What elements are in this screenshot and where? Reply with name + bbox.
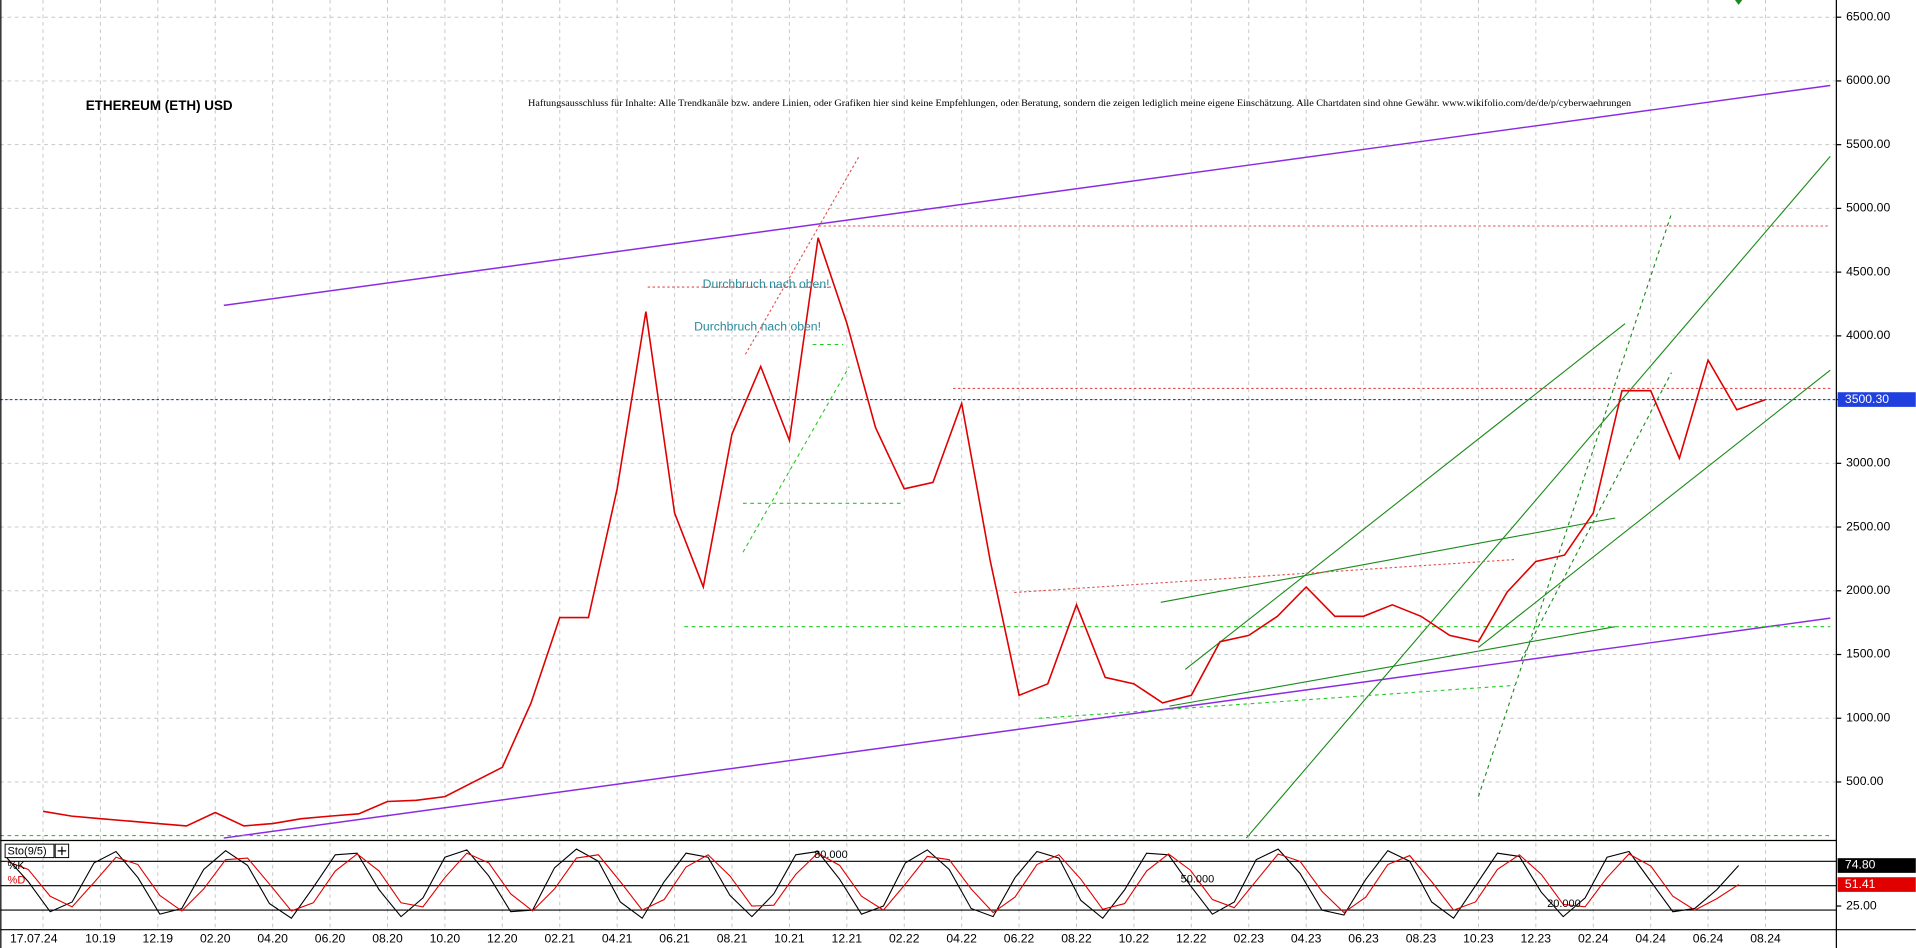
marker: [1734, 0, 1743, 5]
trend-line: [223, 617, 1831, 839]
x-tick-label: 04.22: [946, 932, 977, 946]
x-tick-label: 02.24: [1578, 932, 1609, 946]
x-tick-label: 06.20: [315, 932, 346, 946]
x-tick-label: 06.23: [1348, 932, 1379, 946]
legend-label: %D: [8, 875, 26, 887]
x-tick-label: 10.19: [85, 932, 116, 946]
y-tick-label: 1500.00: [1846, 647, 1890, 661]
series-line: [42, 237, 1766, 827]
x-tick-label: 12.23: [1521, 932, 1552, 946]
annotation: Durchbruch nach oben!: [703, 277, 830, 291]
indicator-box: [4, 843, 55, 859]
x-tick-label: 06.22: [1004, 932, 1035, 946]
x-tick-label: 02.21: [544, 932, 575, 946]
indicator-title: Sto(9/5): [8, 845, 47, 857]
plus-icon: [57, 846, 67, 856]
trend-lines: [0, 84, 1831, 839]
level-label: 50.000: [1181, 873, 1215, 885]
x-tick-label: 17.07.24: [10, 932, 58, 946]
value-label: 74.80: [1845, 858, 1876, 872]
x-tick-label: 12.19: [143, 932, 174, 946]
value-label: 51.41: [1845, 877, 1876, 891]
y-tick-label: 3000.00: [1846, 456, 1890, 470]
data: [0, 237, 1837, 920]
trend-line: [744, 156, 860, 355]
trend-line: [1478, 369, 1831, 648]
x-tick-label: 12.21: [832, 932, 863, 946]
legend-label: %K: [8, 860, 26, 872]
level-label: 80.000: [814, 849, 848, 861]
level-label: 20.000: [1547, 898, 1581, 910]
x-tick-label: 06.21: [659, 932, 690, 946]
x-tick-label: 02.23: [1233, 932, 1264, 946]
x-tick-label: 12.20: [487, 932, 518, 946]
trend-line: [1014, 558, 1516, 594]
y-tick-label: 4500.00: [1846, 264, 1890, 278]
y-tick-label: 25.00: [1846, 898, 1877, 912]
x-tick-label: 02.20: [200, 932, 231, 946]
x-tick-label: 04.23: [1291, 932, 1322, 946]
x-tick-label: 10.20: [430, 932, 461, 946]
trend-line: [1160, 517, 1616, 603]
x-tick-label: 10.21: [774, 932, 805, 946]
x-tick-label: 08.24: [1750, 932, 1781, 946]
y-tick-label: 2500.00: [1846, 519, 1890, 533]
trend-line: [1038, 684, 1516, 719]
y-tick-label: 500.00: [1846, 774, 1884, 788]
series-line: [5, 848, 1740, 920]
trend-line: [742, 366, 850, 553]
x-tick-label: 08.23: [1406, 932, 1437, 946]
x-tick-label: 08.22: [1061, 932, 1092, 946]
x-tick-label: 08.20: [372, 932, 403, 946]
price-label: 3500.30: [1845, 392, 1889, 406]
x-tick-label: 04.21: [602, 932, 633, 946]
trend-line: [1520, 372, 1672, 660]
price-label-box: [1837, 392, 1916, 407]
x-tick-label: 04.24: [1635, 932, 1666, 946]
trend-line: [223, 84, 1831, 307]
x-tick-label: 06.24: [1693, 932, 1724, 946]
x-tick-label: 04.20: [257, 932, 288, 946]
value-box: [1837, 858, 1916, 873]
x-tick-label: 10.23: [1463, 932, 1494, 946]
y-tick-label: 6500.00: [1846, 9, 1890, 23]
x-tick-label: 10.22: [1119, 932, 1150, 946]
chart-title: ETHEREUM (ETH) USD: [86, 98, 233, 113]
trend-line: [1169, 626, 1616, 707]
x-tick-label: 08.21: [717, 932, 748, 946]
y-tick-label: 6000.00: [1846, 73, 1890, 87]
y-tick-label: 5000.00: [1846, 201, 1890, 215]
y-tick-label: 5500.00: [1846, 137, 1890, 151]
grid: [0, 0, 1837, 930]
y-tick-label: 4000.00: [1846, 328, 1890, 342]
trend-line: [1184, 323, 1626, 670]
series-line: [6, 852, 1739, 914]
x-tick-label: 12.22: [1176, 932, 1207, 946]
y-tick-label: 2000.00: [1846, 583, 1890, 597]
annotation: Durchbruch nach oben!: [694, 320, 821, 334]
x-tick-label: 02.22: [889, 932, 920, 946]
trend-line: [1245, 156, 1831, 839]
y-tick-label: 1000.00: [1846, 710, 1890, 724]
value-box: [1837, 877, 1916, 892]
disclaimer: Haftungsausschluss für Inhalte: Alle Tre…: [528, 98, 1631, 109]
